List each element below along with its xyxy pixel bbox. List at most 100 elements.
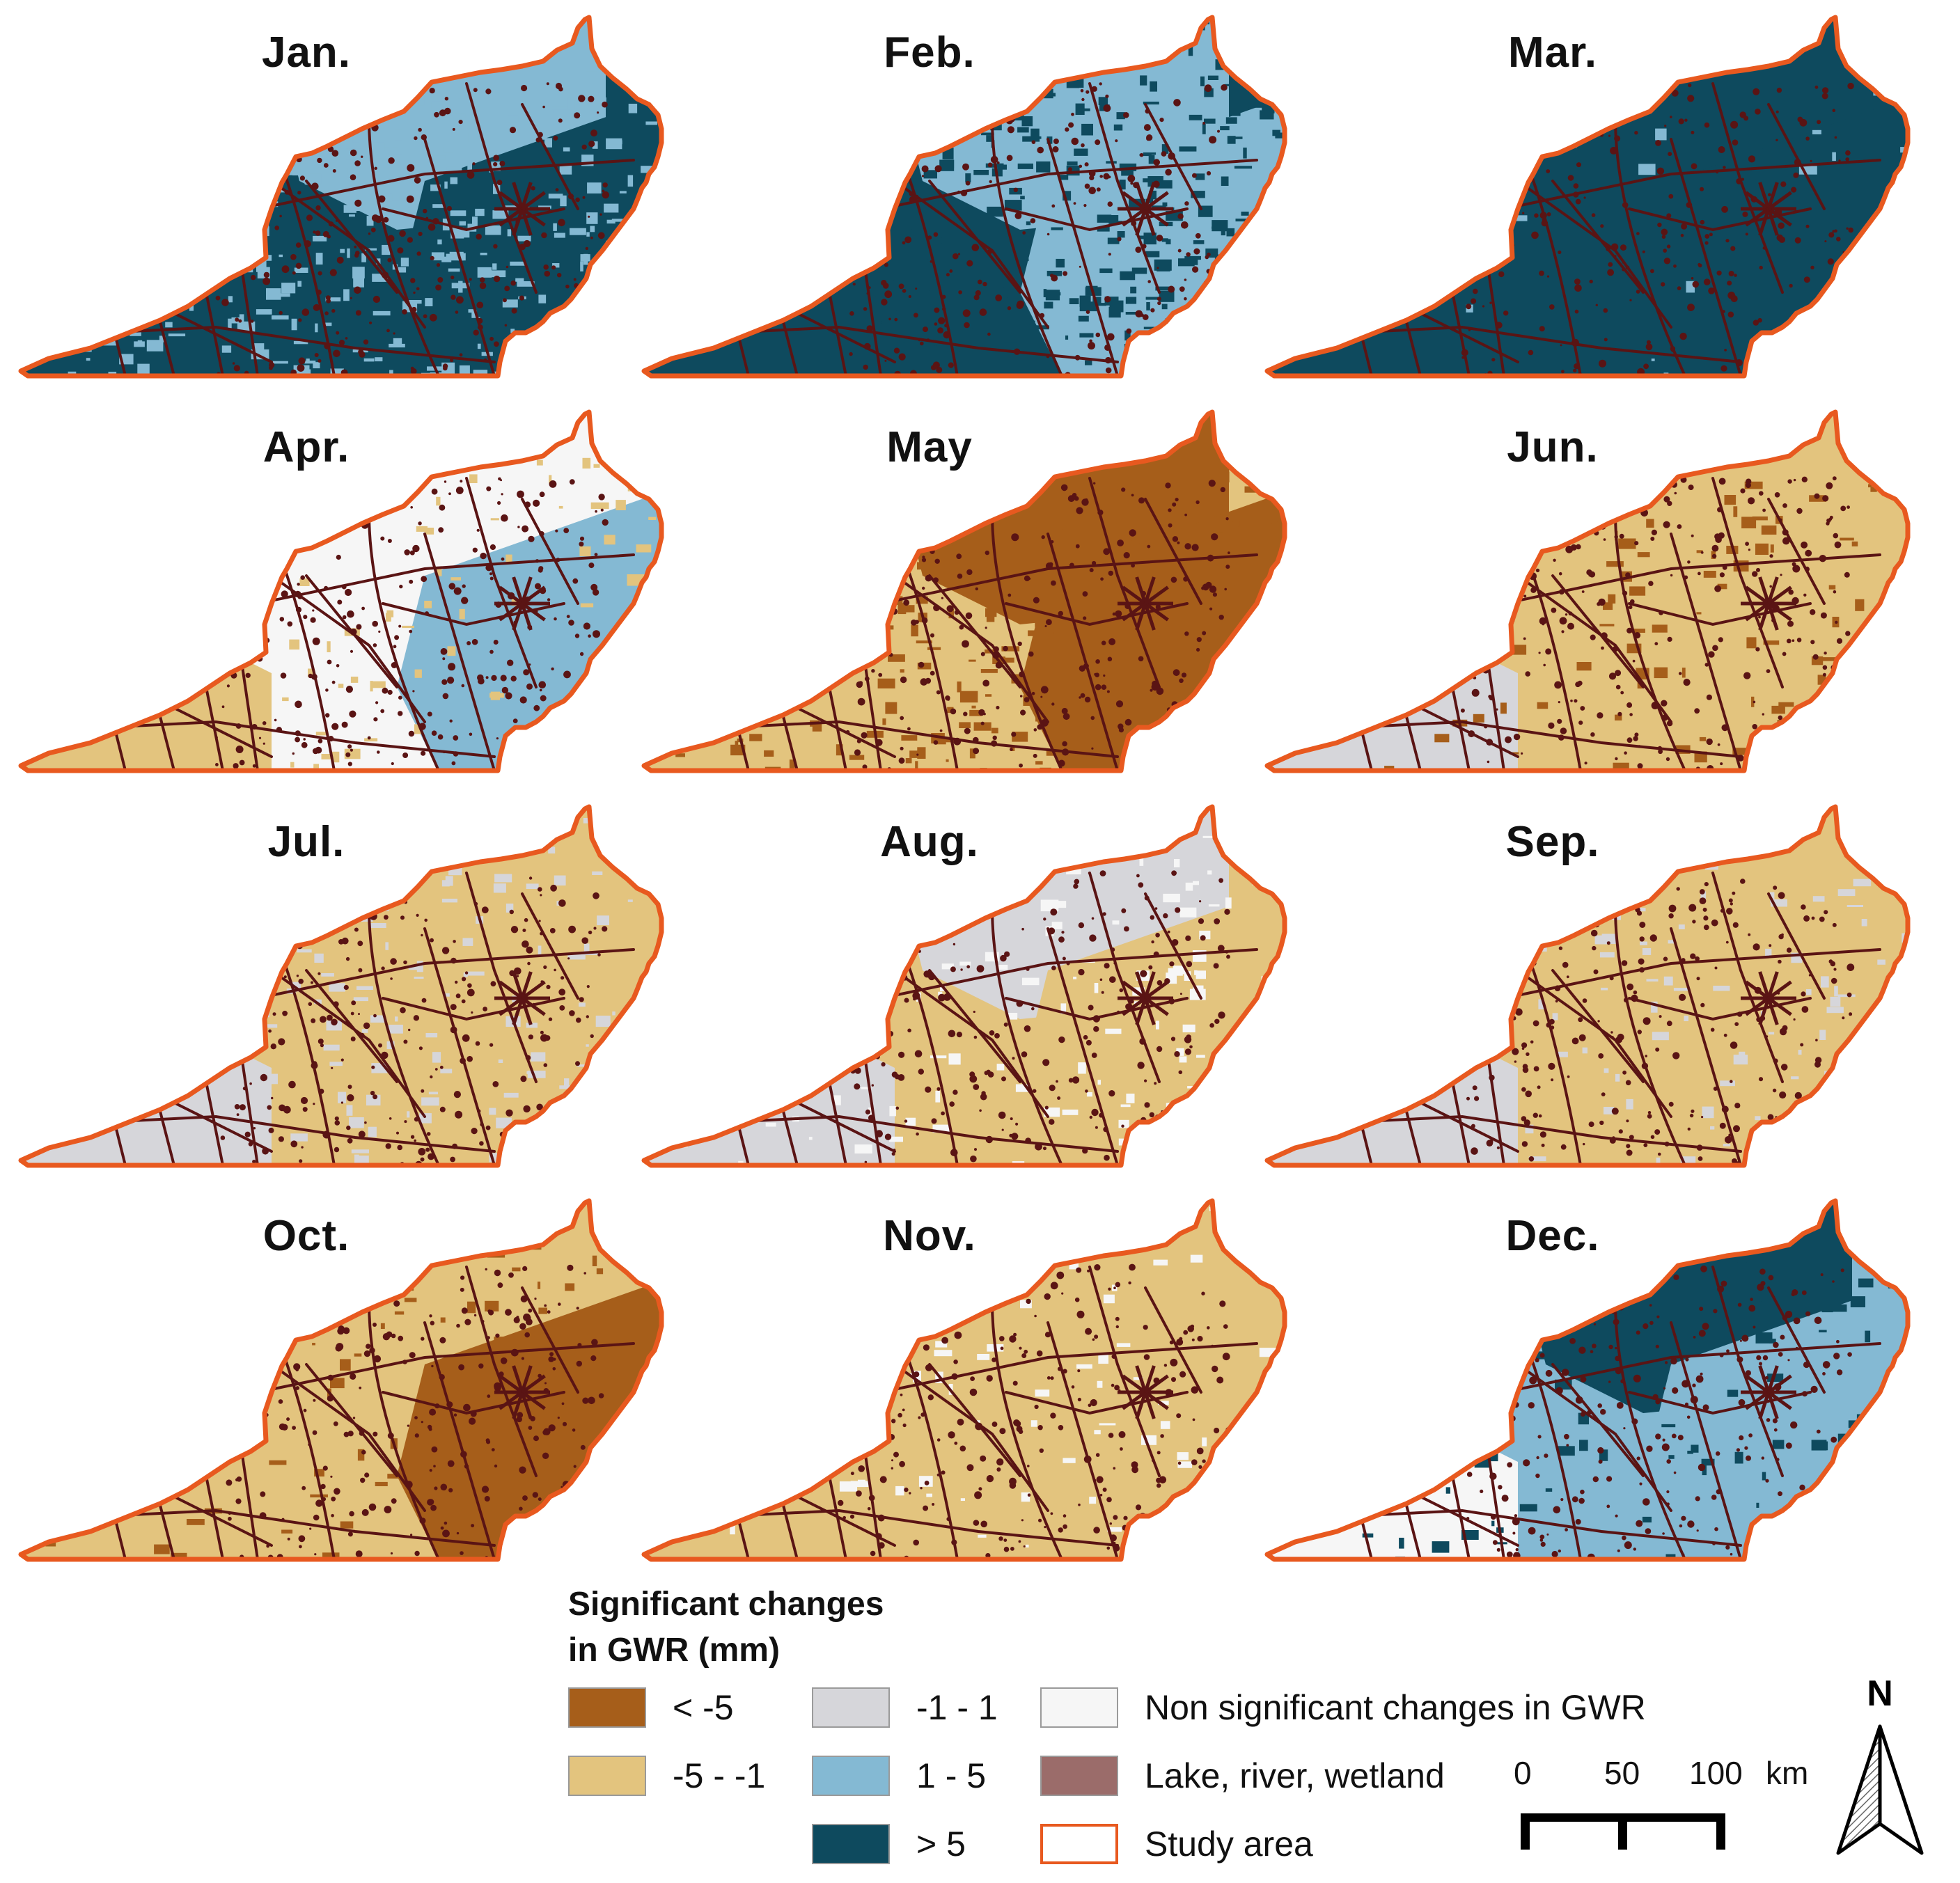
map-graphic <box>1264 409 1911 773</box>
river-line <box>1711 477 1784 688</box>
legend-item-neg1-1: -1 - 1 <box>812 1687 998 1728</box>
study-area-outline <box>18 804 664 1168</box>
scale-bar: 0 50 100 km <box>1504 1754 1894 1866</box>
river-line <box>423 1321 496 1559</box>
river-line <box>465 872 538 1083</box>
study-area-outline <box>18 15 664 379</box>
zone-west <box>1267 1434 1518 1559</box>
zone-west <box>21 1434 272 1559</box>
river-line <box>1088 872 1161 1083</box>
river-line <box>256 553 635 605</box>
urban-cluster <box>494 971 550 1025</box>
legend-swatch <box>812 1687 890 1728</box>
legend-item-neg5-neg1: -5 - -1 <box>568 1756 765 1796</box>
legend-label: Study area <box>1145 1825 1313 1864</box>
urban-cluster <box>1741 1365 1796 1419</box>
study-area-outline <box>641 1198 1287 1562</box>
river-line <box>1516 180 1672 329</box>
river-line <box>465 82 538 294</box>
month-title: Nov. <box>883 1212 976 1260</box>
river-line <box>1088 82 1161 294</box>
river-line <box>368 1300 440 1559</box>
zone-west <box>21 1040 272 1165</box>
legend-label: -1 - 1 <box>916 1688 998 1727</box>
river-line <box>1670 533 1742 771</box>
river-line <box>1144 103 1202 210</box>
month-title: Apr. <box>262 423 350 471</box>
river-line <box>879 553 1258 605</box>
legend-swatch <box>1040 1824 1118 1864</box>
map-panel-may: May <box>630 395 1287 785</box>
map-panel-dec: Dec. <box>1253 1183 1911 1573</box>
month-title: Sep. <box>1505 818 1600 866</box>
river-line <box>893 574 1049 723</box>
river-line <box>270 1363 426 1512</box>
river-line <box>75 1114 496 1153</box>
river-line <box>879 159 1258 210</box>
river-line <box>75 325 496 363</box>
scale-bar-graphic <box>1521 1813 1725 1850</box>
river-line <box>1503 553 1881 605</box>
legend-label: 1 - 5 <box>916 1756 987 1795</box>
river-line <box>1144 892 1202 1000</box>
legend-item-non-significant: Non significant changes in GWR <box>1040 1687 1646 1728</box>
north-label: N <box>1867 1673 1893 1714</box>
river-line <box>1516 1363 1672 1512</box>
river-line <box>879 1342 1258 1394</box>
map-panel-mar: Mar. <box>1253 0 1911 390</box>
map-graphic <box>18 804 664 1168</box>
legend-swatch <box>568 1756 646 1796</box>
river-line <box>991 512 1063 771</box>
urban-cluster <box>1741 971 1796 1025</box>
map-panel-jan: Jan. <box>7 0 664 390</box>
urban-cluster <box>1118 1365 1173 1419</box>
map-panel-apr: Apr. <box>7 395 664 785</box>
river-line <box>1503 159 1881 210</box>
river-line <box>1088 1266 1161 1477</box>
zone-west <box>644 1040 895 1165</box>
study-area-outline <box>18 1198 664 1562</box>
river-line <box>879 948 1258 1000</box>
legend-item-gt5: > 5 <box>812 1824 966 1864</box>
scale-tick-label: 100 <box>1689 1755 1743 1791</box>
river-line <box>991 117 1063 376</box>
urban-cluster <box>1741 182 1796 236</box>
river-line <box>1767 103 1826 210</box>
map-graphic <box>641 804 1287 1168</box>
river-line <box>1144 498 1202 605</box>
legend-label: Lake, river, wetland <box>1145 1756 1445 1795</box>
legend-item-pos1-5: 1 - 5 <box>812 1756 986 1796</box>
study-area-outline <box>641 804 1287 1168</box>
river-line <box>256 159 635 210</box>
urban-cluster <box>1118 576 1173 631</box>
urban-cluster <box>1118 182 1173 236</box>
study-area-outline <box>1264 1198 1911 1562</box>
river-line <box>1046 533 1119 771</box>
north-arrow: N <box>1831 1671 1929 1859</box>
study-area-outline <box>18 409 664 773</box>
river-line <box>1614 1300 1686 1559</box>
urban-cluster <box>494 576 550 631</box>
river-line <box>1767 1286 1826 1394</box>
month-title: Aug. <box>880 818 979 866</box>
map-panel-nov: Nov. <box>630 1183 1287 1573</box>
zone-west <box>1267 251 1518 376</box>
legend-swatch <box>1040 1687 1118 1728</box>
legend-title-line1: Significant changes <box>568 1586 884 1623</box>
map-graphic <box>1264 1198 1911 1562</box>
river-line <box>698 1114 1119 1153</box>
map-panel-aug: Aug. <box>630 789 1287 1179</box>
legend-swatch <box>812 1824 890 1864</box>
river-line <box>893 969 1049 1118</box>
month-title: May <box>886 423 973 471</box>
month-title: Mar. <box>1507 29 1598 77</box>
river-line <box>75 720 496 758</box>
river-line <box>1711 1266 1784 1477</box>
map-panel-jul: Jul. <box>7 789 664 1179</box>
river-line <box>1670 138 1742 376</box>
zone-west <box>21 645 272 771</box>
legend-item-water: Lake, river, wetland <box>1040 1756 1445 1796</box>
scale-tick-label: 0 <box>1514 1755 1532 1791</box>
river-line <box>698 720 1119 758</box>
month-title: Feb. <box>884 29 975 77</box>
